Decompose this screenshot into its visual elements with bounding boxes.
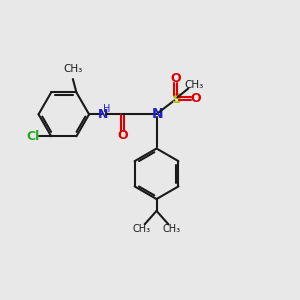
Text: N: N bbox=[152, 107, 164, 121]
Text: O: O bbox=[117, 129, 128, 142]
Text: N: N bbox=[98, 108, 108, 121]
Text: CH₃: CH₃ bbox=[63, 64, 82, 74]
Text: S: S bbox=[172, 92, 182, 106]
Text: CH₃: CH₃ bbox=[163, 224, 181, 234]
Text: O: O bbox=[170, 72, 181, 85]
Text: O: O bbox=[191, 92, 201, 105]
Text: CH₃: CH₃ bbox=[185, 80, 204, 90]
Text: CH₃: CH₃ bbox=[132, 224, 150, 234]
Text: Cl: Cl bbox=[26, 130, 39, 143]
Text: H: H bbox=[103, 104, 111, 114]
